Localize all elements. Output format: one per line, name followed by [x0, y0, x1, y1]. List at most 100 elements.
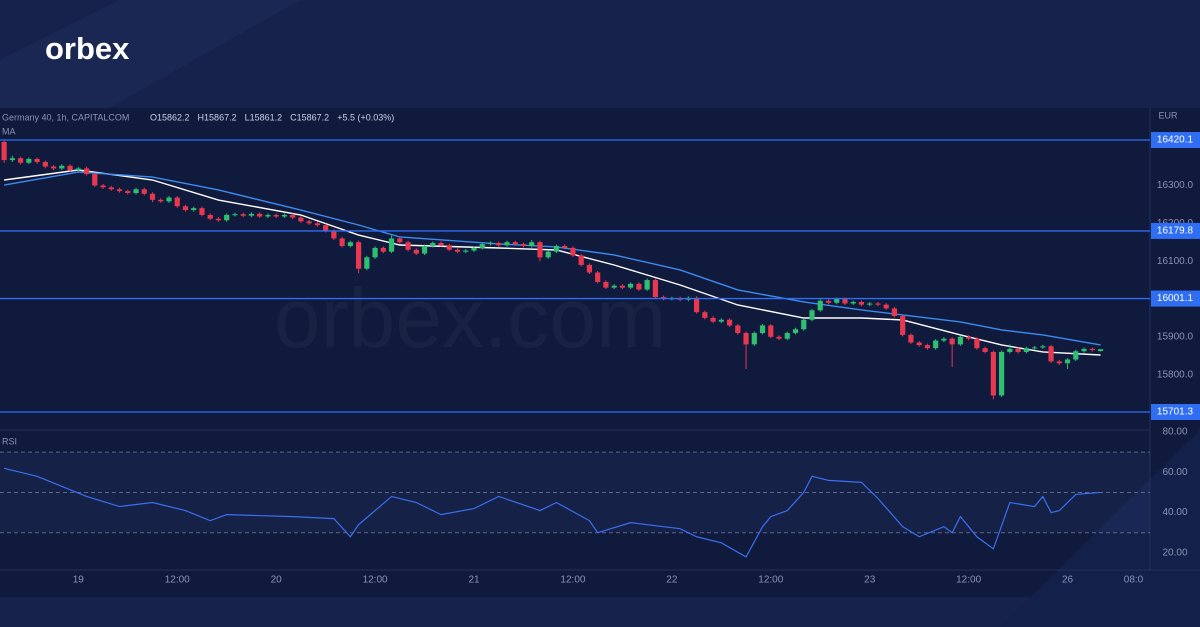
- candle-body: [446, 245, 452, 250]
- header-value: C15867.2: [290, 112, 329, 122]
- candle-body: [1015, 348, 1021, 352]
- candle-body: [801, 319, 807, 330]
- candle-body: [982, 348, 988, 352]
- candle-body: [817, 300, 823, 311]
- y-tick-label: 16300.0: [1157, 180, 1194, 191]
- y-tick-label: 60.00: [1162, 467, 1187, 478]
- header-value: L15861.2: [245, 112, 283, 122]
- candle-body: [562, 245, 568, 248]
- candle-body: [619, 285, 626, 288]
- x-tick-label: 22: [666, 575, 678, 586]
- candle-body: [743, 333, 749, 345]
- candle-body: [776, 336, 782, 339]
- y-tick-label: 20.00: [1162, 548, 1187, 559]
- candle-body: [34, 158, 40, 162]
- candle-body: [174, 197, 180, 207]
- y-tick-label: 15800.0: [1157, 369, 1194, 380]
- candle-body: [990, 351, 996, 396]
- y-tick-label: 15900.0: [1157, 331, 1194, 342]
- candle-body: [1081, 348, 1087, 352]
- candle-body: [545, 251, 551, 258]
- candle-body: [232, 214, 238, 216]
- x-tick-label: 08:0: [1124, 575, 1144, 586]
- candle-body: [471, 247, 477, 251]
- candle-body: [166, 197, 172, 202]
- candle-body: [356, 242, 362, 269]
- candle-body: [207, 214, 213, 219]
- candle-body: [529, 242, 535, 246]
- y-tick-label: 16100.0: [1157, 256, 1194, 267]
- candle-body: [463, 250, 469, 252]
- candle-body: [759, 325, 766, 334]
- candle-body: [133, 189, 139, 194]
- level-label: 16179.8: [1157, 226, 1194, 237]
- candle-body: [842, 298, 848, 304]
- indicator-label: MA: [2, 126, 16, 136]
- candle-body: [380, 247, 386, 252]
- currency: EUR: [1158, 110, 1178, 120]
- candle-body: [726, 319, 733, 326]
- candle-body: [306, 221, 312, 224]
- moving-average: [4, 171, 1101, 346]
- candle-body: [364, 257, 370, 269]
- candle-body: [125, 191, 131, 194]
- candle-body: [867, 303, 873, 305]
- candle-body: [50, 166, 57, 169]
- symbol: Germany 40, 1h, CAPITALCOM: [2, 112, 129, 122]
- candle-body: [751, 333, 757, 345]
- candle-body: [83, 168, 90, 175]
- candle-body: [149, 193, 156, 200]
- header-value: +5.5 (+0.03%): [337, 112, 394, 122]
- candle-body: [1073, 351, 1079, 360]
- logo: orbex: [45, 31, 130, 66]
- x-tick-label: 20: [271, 575, 283, 586]
- candle-body: [1097, 349, 1104, 352]
- candle-body: [191, 208, 197, 211]
- candle-body: [735, 325, 741, 334]
- y-tick-label: 40.00: [1162, 507, 1187, 518]
- candle-body: [1007, 348, 1013, 352]
- candle-body: [974, 338, 980, 349]
- candle-body: [215, 218, 222, 221]
- candle-body: [18, 158, 24, 163]
- candle-body: [1023, 348, 1029, 352]
- candle-body: [479, 244, 485, 248]
- candle-body: [941, 338, 947, 341]
- candle-body: [487, 242, 494, 245]
- candle-body: [224, 214, 230, 221]
- candle-body: [644, 280, 650, 290]
- candle-body: [809, 310, 815, 320]
- level-tag: [1151, 290, 1200, 307]
- candle-body: [792, 329, 799, 334]
- candle-body: [933, 340, 939, 349]
- candle-body: [702, 312, 708, 318]
- candle-body: [323, 225, 329, 231]
- candle-body: [339, 238, 345, 246]
- candle-body: [570, 247, 576, 256]
- candle-body: [891, 308, 898, 316]
- candle-body: [693, 297, 700, 313]
- level-tag: [1151, 132, 1200, 149]
- x-tick-label: 19: [73, 575, 85, 586]
- candle-body: [108, 187, 114, 190]
- candle-body: [92, 174, 98, 186]
- candle-body: [966, 336, 972, 339]
- candle-body: [141, 189, 147, 194]
- candle-body: [1048, 346, 1054, 362]
- candle-body: [875, 303, 881, 305]
- candle-body: [182, 206, 189, 211]
- x-tick-label: 26: [1062, 575, 1074, 586]
- x-tick-label: 23: [864, 575, 876, 586]
- candle-body: [858, 301, 865, 305]
- x-tick-label: 21: [468, 575, 480, 586]
- candle-body: [496, 242, 502, 246]
- candle-body: [825, 300, 832, 303]
- candle-body: [924, 345, 931, 349]
- candle-body: [908, 334, 914, 343]
- candle-body: [628, 283, 634, 288]
- candle-body: [512, 242, 518, 245]
- candle-body: [42, 161, 48, 167]
- candle-body: [949, 338, 955, 345]
- candle-body: [347, 242, 353, 246]
